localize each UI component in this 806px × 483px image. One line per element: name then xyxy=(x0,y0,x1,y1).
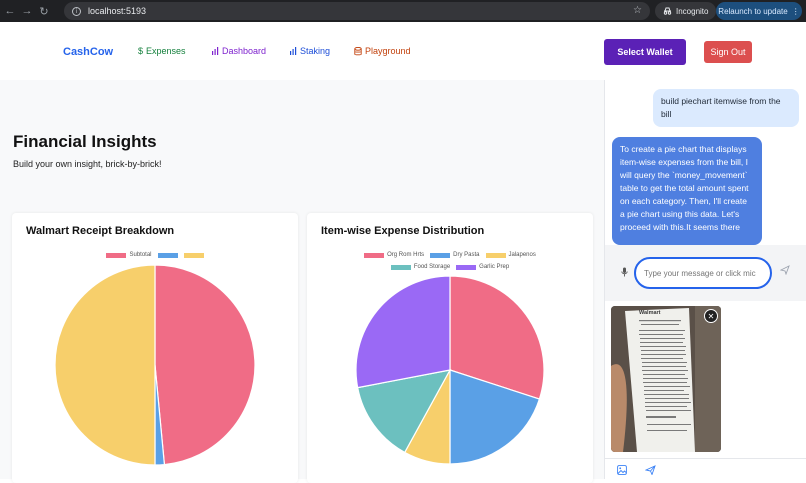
receipt-photo xyxy=(611,306,721,452)
more-menu-icon[interactable]: ⋮ xyxy=(791,6,800,16)
pie-slice[interactable] xyxy=(449,275,545,400)
pie-slice[interactable] xyxy=(356,369,452,454)
pie-slice[interactable] xyxy=(54,264,156,466)
legend-item[interactable]: Dry Pasta xyxy=(430,252,480,258)
legend-item[interactable] xyxy=(157,252,178,258)
receipt-image-thumbnail[interactable]: Walmart xyxy=(611,306,721,452)
bookmark-star-icon[interactable]: ☆ xyxy=(633,5,642,16)
legend-label: Subtotal xyxy=(129,252,152,258)
bar-chart-icon xyxy=(290,47,297,55)
nav-staking-label: Staking xyxy=(300,46,331,56)
incognito-badge[interactable]: Incognito xyxy=(655,2,717,20)
brand-logo[interactable]: CashCow xyxy=(63,46,114,58)
incognito-icon xyxy=(663,7,672,15)
legend-swatch xyxy=(106,252,127,258)
legend-label: Org Rom Hrts xyxy=(387,252,425,258)
chart-title: Item-wise Expense Distribution xyxy=(321,225,485,237)
legend-swatch xyxy=(364,252,385,258)
legend-swatch xyxy=(390,264,411,270)
legend-item[interactable]: Subtotal xyxy=(106,252,152,258)
app-header: CashCow $ Expenses Dashboard Staking Pla… xyxy=(0,22,806,80)
incognito-label: Incognito xyxy=(676,6,709,16)
legend-item[interactable]: Jalapenos xyxy=(485,252,536,258)
chart-legend: Subtotal xyxy=(12,252,298,258)
bar-chart-icon xyxy=(212,47,219,55)
chart-legend: Org Rom Hrts Dry Pasta Jalapenos Food Stora… xyxy=(307,252,593,270)
nav-expenses-label: Expenses xyxy=(146,46,186,56)
user-message: build piechart itemwise from the bill xyxy=(653,89,799,127)
legend-item[interactable]: Food Storage xyxy=(390,264,451,270)
mic-icon[interactable] xyxy=(621,267,628,277)
main-content: Financial Insights Build your own insigh… xyxy=(0,80,604,483)
legend-swatch xyxy=(430,252,451,258)
pie-slice[interactable] xyxy=(154,264,256,466)
legend-label: Garlic Prep xyxy=(479,264,510,270)
legend-swatch xyxy=(157,252,178,258)
nav-staking[interactable]: Staking xyxy=(289,46,330,56)
send-icon[interactable] xyxy=(780,265,790,275)
nav-playground-label: Playground xyxy=(365,46,411,56)
url-text: localhost:5193 xyxy=(88,6,147,16)
pie-slice[interactable] xyxy=(449,369,541,465)
remove-image-button[interactable]: ✕ xyxy=(704,309,718,323)
pie-slice[interactable] xyxy=(355,275,451,389)
legend-swatch xyxy=(485,252,506,258)
site-info-icon[interactable]: i xyxy=(72,6,81,16)
forward-icon[interactable]: → xyxy=(21,5,33,17)
back-icon[interactable]: ← xyxy=(4,5,16,17)
close-icon: ✕ xyxy=(707,311,715,321)
page-title: Financial Insights xyxy=(13,132,157,151)
dollar-icon: $ xyxy=(138,46,144,56)
reload-icon[interactable]: ↻ xyxy=(39,5,49,18)
database-icon xyxy=(354,46,362,55)
receipt-pie-chart xyxy=(54,264,256,466)
receipt-breakdown-card: Walmart Receipt Breakdown Subtotal xyxy=(12,213,298,483)
nav-dashboard-label: Dashboard xyxy=(222,46,267,56)
legend-label: Dry Pasta xyxy=(453,252,480,258)
itemwise-expense-card: Item-wise Expense Distribution Org Rom H… xyxy=(307,213,593,483)
address-bar[interactable]: i localhost:5193 ☆ xyxy=(64,2,650,20)
relaunch-button[interactable]: Relaunch to update ⋮ xyxy=(716,2,802,20)
image-upload-icon[interactable] xyxy=(617,465,627,475)
send-icon[interactable] xyxy=(645,465,656,475)
sign-out-button[interactable]: Sign Out xyxy=(704,41,752,63)
legend-item[interactable]: Org Rom Hrts xyxy=(364,252,424,258)
chat-panel: build piechart itemwise from the bill To… xyxy=(604,80,806,479)
chat-message-input[interactable] xyxy=(634,257,772,289)
legend-swatch xyxy=(183,252,204,258)
receipt-header: Walmart xyxy=(639,310,661,316)
legend-item[interactable] xyxy=(183,252,204,258)
browser-toolbar: ← → ↻ i localhost:5193 ☆ Incognito Relau… xyxy=(0,0,806,22)
legend-label: Jalapenos xyxy=(508,252,536,258)
chat-bottom-bar xyxy=(605,458,806,479)
legend-swatch xyxy=(456,264,477,270)
legend-item[interactable]: Garlic Prep xyxy=(456,264,509,270)
relaunch-label: Relaunch to update xyxy=(718,6,788,16)
page-subtitle: Build your own insight, brick-by-brick! xyxy=(13,159,162,169)
nav-expenses[interactable]: $ Expenses xyxy=(138,46,186,56)
nav-playground[interactable]: Playground xyxy=(354,46,411,56)
chat-input-area xyxy=(605,245,806,301)
assistant-message: To create a pie chart that displays item… xyxy=(612,137,762,245)
select-wallet-button[interactable]: Select Wallet xyxy=(604,39,686,65)
chart-title: Walmart Receipt Breakdown xyxy=(26,225,175,237)
nav-dashboard[interactable]: Dashboard xyxy=(211,46,266,56)
legend-label: Food Storage xyxy=(413,264,451,270)
itemwise-pie-chart xyxy=(355,275,545,465)
